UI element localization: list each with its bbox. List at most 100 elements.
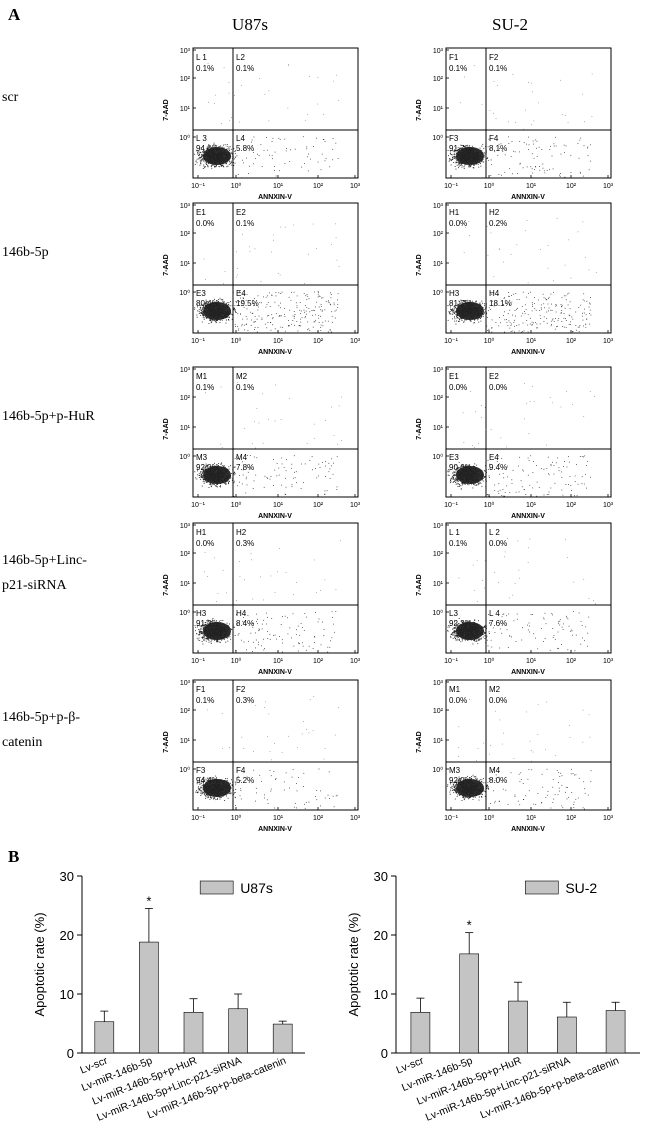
event-dot [471,316,473,318]
event-dot [293,311,295,312]
event-dot [448,311,450,313]
event-dot [208,313,210,315]
event-dot [583,300,585,302]
event-dot [565,145,567,147]
event-dot [216,468,218,470]
event-dot [221,155,222,157]
event-dot [218,312,220,314]
event-dot [539,310,541,311]
event-dot [210,479,212,481]
event-dot [209,149,211,151]
event-dot [222,465,224,466]
event-dot [468,155,470,156]
event-dot [467,475,469,477]
event-dot [515,293,517,294]
event-dot [207,465,209,467]
quadrant-id-upper-right: E2 [236,208,246,217]
event-dot [213,155,215,157]
event-dot [450,164,452,166]
event-dot [221,154,223,156]
event-dot [465,160,466,161]
event-dot [218,157,220,159]
event-dot [480,313,482,315]
event-dot [561,310,563,311]
event-dot [472,318,474,320]
event-dot [467,158,468,160]
event-dot [223,477,225,478]
event-dot [474,164,475,166]
event-dot [214,307,216,308]
event-dot [316,137,317,139]
event-dot [205,305,207,307]
event-dot [459,163,461,164]
event-dot [216,161,218,163]
event-dot [289,325,291,327]
event-dot [218,315,220,317]
event-dot [463,313,465,315]
event-dot [262,442,264,444]
event-dot [208,473,209,475]
event-dot [202,317,204,319]
event-dot [513,321,515,323]
event-dot [212,475,214,477]
event-dot [226,148,228,150]
event-dot [256,331,258,333]
event-dot [223,309,225,311]
event-dot [221,306,223,308]
event-dot [216,314,218,316]
event-dot [462,471,464,473]
event-dot [241,483,243,485]
event-dot [222,307,224,309]
event-dot [464,312,466,314]
event-dot [205,312,207,314]
event-dot [214,320,215,322]
event-dot [482,143,484,145]
event-dot [216,157,218,159]
event-dot [207,471,209,473]
event-dot [459,480,461,481]
event-dot [215,476,217,478]
event-dot [214,314,215,315]
event-dot [207,162,209,164]
event-dot [217,469,218,470]
event-dot [208,308,210,310]
event-dot [473,313,475,315]
event-dot [472,304,474,306]
event-dot [314,291,315,293]
event-dot [223,152,225,154]
event-dot [328,300,329,302]
event-dot [472,150,473,151]
event-dot [237,382,238,383]
event-dot [225,152,227,154]
scatter-dots [194,63,340,177]
event-dot [216,476,218,478]
event-dot [549,168,550,170]
event-dot [469,308,470,310]
event-dot [449,159,451,161]
event-dot [454,157,456,158]
event-dot [206,480,208,482]
event-dot [239,475,240,476]
event-dot [212,317,213,319]
event-dot [195,477,197,479]
event-dot [474,158,476,159]
event-dot [217,315,219,317]
event-dot [212,152,214,154]
event-dot [470,155,472,157]
event-dot [457,309,459,311]
event-dot [231,117,232,118]
event-dot [218,482,220,484]
event-dot [519,141,521,142]
event-dot [307,114,308,115]
event-dot [481,160,483,161]
event-dot [475,160,477,161]
event-dot [475,477,477,479]
event-dot [218,316,220,318]
event-dot [207,305,209,307]
event-dot [461,465,462,467]
event-dot [219,473,221,475]
event-dot [465,468,467,470]
event-dot [565,318,566,319]
event-dot [206,472,207,474]
